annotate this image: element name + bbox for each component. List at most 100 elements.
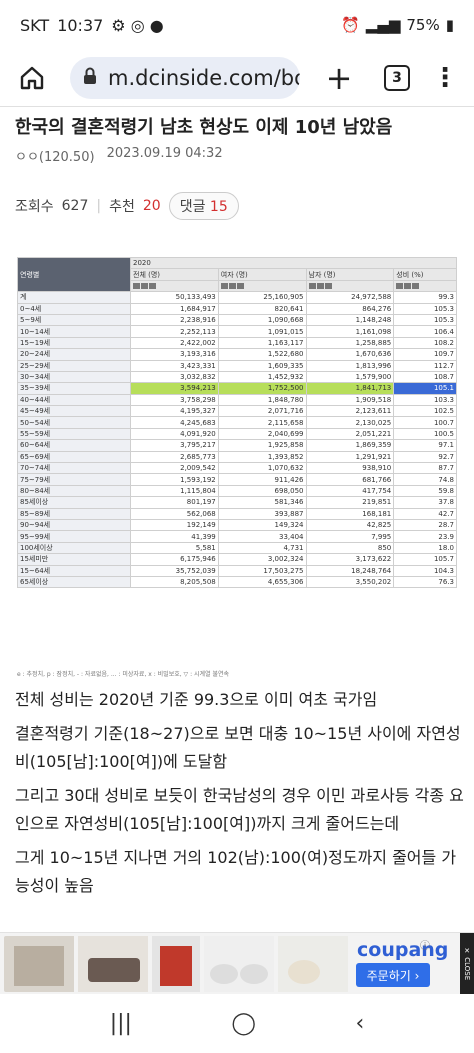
age-group-cell: 90~94세 — [17, 518, 131, 532]
body-paragraph: 결혼적령기 기준(18~27)으로 보면 대충 10~15년 사이에 자연성비(… — [15, 724, 461, 771]
value-cell: 581,346 — [217, 496, 307, 509]
value-cell: 1,909,518 — [305, 393, 395, 407]
value-cell: 104.3 — [393, 564, 457, 577]
body-paragraph: 그리고 30대 성비로 보듯이 한국남성의 경우 이민 과로사등 각종 요인으로… — [15, 786, 464, 833]
age-group-cell: 60~64세 — [17, 439, 131, 452]
views-label: 조회수 — [15, 199, 54, 215]
value-cell: 42.7 — [393, 507, 457, 521]
age-group-cell: 40~44세 — [17, 393, 131, 407]
more-vert-icon[interactable]: ⋮ — [432, 63, 458, 93]
url-text: m.dcinside.com/bo — [108, 66, 300, 90]
toolbar-divider — [0, 106, 474, 107]
back-icon[interactable]: ‹ — [355, 1011, 365, 1036]
value-cell: 1,161,098 — [305, 325, 395, 338]
population-table-image: 연령별 2020 전체 (명) 여자 (명) 남자 (명) 성비 (%) 계 50… — [17, 256, 457, 667]
value-cell: 28.7 — [393, 518, 457, 532]
ad-info-icon[interactable]: ⓘ — [420, 941, 430, 952]
table-row: 45~49세 4,195,327 2,071,716 2,123,611 102.5 — [17, 405, 457, 418]
table-body: 계 50,133,493 25,160,905 24,972,588 99.3 0~4세 1… — [17, 291, 457, 589]
age-group-cell: 5~9세 — [17, 313, 131, 327]
table-row: 40~44세 3,758,298 1,848,780 1,909,518 103.3 — [17, 393, 457, 407]
home-icon[interactable] — [12, 58, 52, 98]
table-row: 95~99세 41,399 33,404 7,995 23.9 — [17, 530, 457, 543]
value-cell: 1,090,668 — [217, 313, 307, 327]
value-cell: 2,040,699 — [217, 427, 307, 441]
lock-icon — [82, 66, 98, 90]
value-cell: 1,163,117 — [217, 336, 307, 350]
home-circle-icon[interactable]: ◯ — [231, 1011, 257, 1036]
sort-controls — [130, 279, 219, 293]
value-cell: 393,887 — [217, 507, 307, 521]
value-cell: 8,205,508 — [130, 575, 219, 589]
system-nav-bar: ||| ◯ ‹ — [0, 994, 474, 1053]
table-row: 15~64세 35,752,039 17,503,275 18,248,764 104.… — [17, 564, 457, 577]
table-row: 15세미만 6,175,946 3,002,324 3,173,622 105.7 — [17, 553, 457, 566]
value-cell: 1,393,852 — [217, 450, 307, 464]
table-row: 35~39세 3,594,213 1,752,500 1,841,713 105.1 — [17, 382, 457, 395]
value-cell: 1,813,996 — [305, 359, 395, 372]
col-age-header: 연령별 — [17, 256, 131, 293]
value-cell: 3,002,324 — [217, 553, 307, 566]
value-cell: 2,123,611 — [305, 405, 395, 418]
tab-count-button[interactable]: 3 — [384, 65, 410, 91]
age-group-cell: 20~24세 — [17, 348, 131, 361]
url-bar[interactable]: m.dcinside.com/bo — [70, 57, 300, 99]
value-cell: 1,752,500 — [217, 382, 307, 395]
table-row: 30~34세 3,032,832 1,452,932 1,579,900 108.7 — [17, 370, 457, 384]
age-group-cell: 80~84세 — [17, 484, 131, 498]
value-cell: 97.1 — [393, 439, 457, 452]
signal-icon: ▂▄▆ — [365, 16, 401, 34]
value-cell: 1,091,015 — [217, 325, 307, 338]
value-cell: 103.3 — [393, 393, 457, 407]
table-row: 70~74세 2,009,542 1,070,632 938,910 87.7 — [17, 462, 457, 475]
value-cell: 74.8 — [393, 473, 457, 486]
post-author[interactable]: ㅇㅇ(120.50) — [15, 150, 95, 165]
comments-label: 댓글 — [179, 199, 206, 215]
ad-order-button[interactable]: 주문하기 › — [356, 963, 430, 987]
table-row: 90~94세 192,149 149,324 42,825 28.7 — [17, 518, 457, 532]
value-cell: 4,245,683 — [130, 416, 219, 429]
ad-banner[interactable]: coupang 주문하기 › ⓘ ✕ CLOSE — [0, 932, 474, 995]
table-row: 5~9세 2,238,916 1,090,668 1,148,248 105.3 — [17, 313, 457, 327]
table-row: 55~59세 4,091,920 2,040,699 2,051,221 100.5 — [17, 427, 457, 441]
ad-brand-logo: coupang — [357, 939, 449, 961]
value-cell: 24,972,588 — [305, 291, 395, 304]
age-group-cell: 70~74세 — [17, 462, 131, 475]
value-cell: 6,175,946 — [130, 553, 219, 566]
table-row: 계 50,133,493 25,160,905 24,972,588 99.3 — [17, 291, 457, 304]
value-cell: 938,910 — [305, 462, 395, 475]
value-cell: 87.7 — [393, 462, 457, 475]
value-cell: 17,503,275 — [217, 564, 307, 577]
age-group-cell: 15~19세 — [17, 336, 131, 350]
age-group-cell: 95~99세 — [17, 530, 131, 543]
value-cell: 1,609,335 — [217, 359, 307, 372]
value-cell: 4,091,920 — [130, 427, 219, 441]
value-cell: 99.3 — [393, 291, 457, 304]
value-cell: 4,655,306 — [217, 575, 307, 589]
value-cell: 1,258,885 — [305, 336, 395, 350]
table-row: 100세이상 5,581 4,731 850 18.0 — [17, 541, 457, 555]
age-group-cell: 0~4세 — [17, 302, 131, 315]
post-stats: 조회수 627 | 추천 20 댓글 15 — [15, 192, 239, 220]
value-cell: 3,758,298 — [130, 393, 219, 407]
value-cell: 37.8 — [393, 496, 457, 509]
value-cell: 41,399 — [130, 530, 219, 543]
comments-button[interactable]: 댓글 15 — [168, 192, 239, 220]
recent-apps-icon[interactable]: ||| — [109, 1011, 132, 1036]
value-cell: 42,825 — [305, 518, 395, 532]
value-cell: 219,851 — [305, 496, 395, 509]
table-row: 85~89세 562,068 393,887 168,181 42.7 — [17, 507, 457, 521]
value-cell: 1,115,804 — [130, 484, 219, 498]
ad-close-button[interactable]: ✕ CLOSE — [460, 933, 474, 995]
value-cell: 3,032,832 — [130, 370, 219, 384]
age-group-cell: 85세이상 — [17, 496, 131, 509]
age-group-cell: 100세이상 — [17, 541, 131, 555]
post-body: 전체 성비는 2020년 기준 99.3으로 이미 여초 국가임 결혼적령기 기… — [15, 686, 465, 906]
value-cell: 18.0 — [393, 541, 457, 555]
value-cell: 192,149 — [130, 518, 219, 532]
recommend-label: 추천 — [109, 199, 135, 215]
ad-product-images — [4, 935, 348, 992]
age-group-cell: 75~79세 — [17, 473, 131, 486]
plus-icon[interactable]: + — [325, 59, 353, 97]
browser-toolbar: m.dcinside.com/bo + 3 ⋮ — [0, 50, 474, 106]
